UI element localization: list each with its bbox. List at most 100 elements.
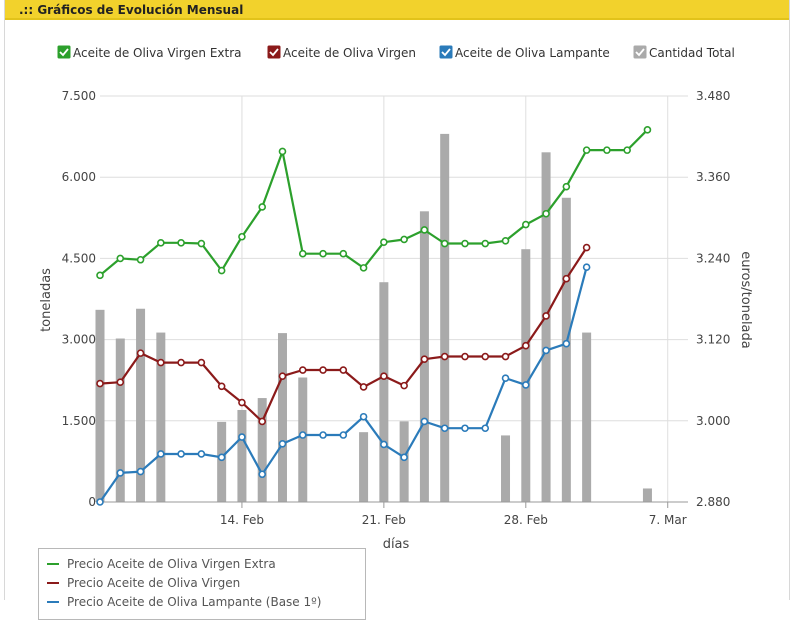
y-tick-label-right: 3.240 [696, 251, 730, 265]
bar-cantidad-total [399, 421, 409, 502]
series-point [380, 440, 388, 449]
legend-checkbox-icon [633, 45, 647, 59]
series-point [501, 374, 510, 382]
series-point [542, 312, 550, 320]
series-point [278, 147, 287, 156]
y-tick-label-left: 7.500 [62, 89, 96, 103]
bar-cantidad-total [115, 338, 125, 502]
y-tick-label-right: 3.480 [696, 89, 730, 103]
series-point [521, 341, 530, 350]
series-point [157, 358, 165, 367]
bar-cantidad-total [379, 282, 389, 502]
series-point [400, 381, 408, 390]
bar-cantidad-total [136, 308, 146, 502]
series-point [136, 467, 145, 476]
bar-cantidad-total [298, 377, 308, 502]
series-point [481, 352, 490, 361]
series-point [116, 378, 125, 387]
series-point [521, 381, 530, 389]
price-legend: Precio Aceite de Oliva Virgen Extra Prec… [38, 548, 366, 620]
series-point [420, 417, 429, 426]
checkmark-icon [59, 48, 69, 57]
checkmark-icon [635, 48, 645, 57]
bar-cantidad-total [501, 435, 511, 502]
series-point [400, 453, 408, 462]
price-legend-item-extra[interactable]: Precio Aceite de Oliva Virgen Extra [47, 555, 276, 573]
y-tick-label-left: 0 [88, 495, 96, 509]
bar-cantidad-total [359, 432, 369, 502]
checkmark-icon [269, 48, 279, 57]
y-axis-title-right: euros/tonelada [738, 251, 753, 349]
series-point [623, 146, 631, 154]
series-point [258, 417, 267, 426]
legend-checkbox-icon [57, 45, 71, 59]
series-point [278, 440, 287, 448]
series-point [197, 239, 206, 248]
series-point [339, 366, 348, 374]
price-legend-item-lampante[interactable]: Precio Aceite de Oliva Lampante (Base 1º… [47, 593, 321, 611]
bar-cantidad-total [95, 309, 105, 502]
series-point [501, 352, 510, 361]
series-point [440, 352, 449, 361]
bar-cantidad-total [156, 332, 166, 502]
series-point [238, 433, 246, 441]
y-tick-label-right: 2.880 [696, 495, 730, 509]
x-tick-label: 21. Feb [362, 513, 406, 527]
y-tick-label-left: 1.500 [62, 414, 96, 428]
y-tick-label-left: 6.000 [62, 170, 96, 184]
bar-cantidad-total [257, 398, 267, 502]
series-line [99, 129, 649, 277]
x-tick-label: 14. Feb [220, 513, 264, 527]
series-point [177, 450, 185, 458]
bar-cantidad-total [521, 249, 531, 502]
series-point [96, 498, 104, 506]
series-point [339, 249, 348, 258]
bar-cantidad-total [561, 197, 571, 502]
series-point [319, 431, 327, 439]
series-point [177, 358, 185, 367]
series-point [359, 412, 368, 421]
bar-cantidad-total [440, 133, 450, 503]
series-point [136, 349, 145, 357]
series-point [380, 238, 388, 246]
checkmark-icon [441, 48, 451, 57]
legend-label: Aceite de Oliva Virgen [283, 46, 416, 60]
series-line [99, 266, 588, 503]
price-legend-label: Precio Aceite de Oliva Lampante (Base 1º… [67, 595, 322, 609]
series-line [99, 246, 588, 423]
legend-swatch [47, 600, 59, 603]
price-legend-item-virgen[interactable]: Precio Aceite de Oliva Virgen [47, 574, 240, 592]
x-tick-label: 28. Feb [504, 513, 548, 527]
legend-swatch [47, 562, 59, 565]
legend-label: Cantidad Total [649, 46, 735, 60]
series-point [461, 239, 469, 248]
chart-svg: Aceite de Oliva Virgen Extra Aceite de Ol… [39, 45, 753, 552]
series-point [116, 254, 125, 263]
panel-title: .:: Gráficos de Evolución Mensual [5, 0, 789, 20]
series-point [197, 358, 206, 367]
series-point [562, 274, 571, 283]
series-point [643, 126, 652, 134]
x-axis-title: días [383, 537, 410, 552]
y-tick-label-right: 3.120 [696, 333, 730, 347]
series-point [258, 470, 267, 479]
price-legend-label: Precio Aceite de Oliva Virgen [67, 576, 241, 590]
series-point [603, 146, 611, 154]
series-point [339, 431, 348, 439]
series-point [157, 450, 165, 458]
series-point [238, 232, 246, 241]
series-point [420, 226, 429, 234]
series-point [298, 366, 307, 374]
y-axis-title-left: toneladas [39, 268, 54, 332]
series-point [562, 339, 571, 348]
y-tick-label-right: 3.360 [696, 170, 730, 184]
series-point [542, 346, 550, 355]
bar-cantidad-total [582, 332, 592, 502]
y-tick-label-left: 3.000 [62, 333, 96, 347]
bar-cantidad-total [237, 409, 247, 502]
series-point [217, 382, 226, 391]
series-point [440, 424, 449, 433]
series-point [481, 424, 490, 433]
chart-panel: .:: Gráficos de Evolución Mensual [4, 0, 790, 600]
series-point [278, 372, 287, 380]
